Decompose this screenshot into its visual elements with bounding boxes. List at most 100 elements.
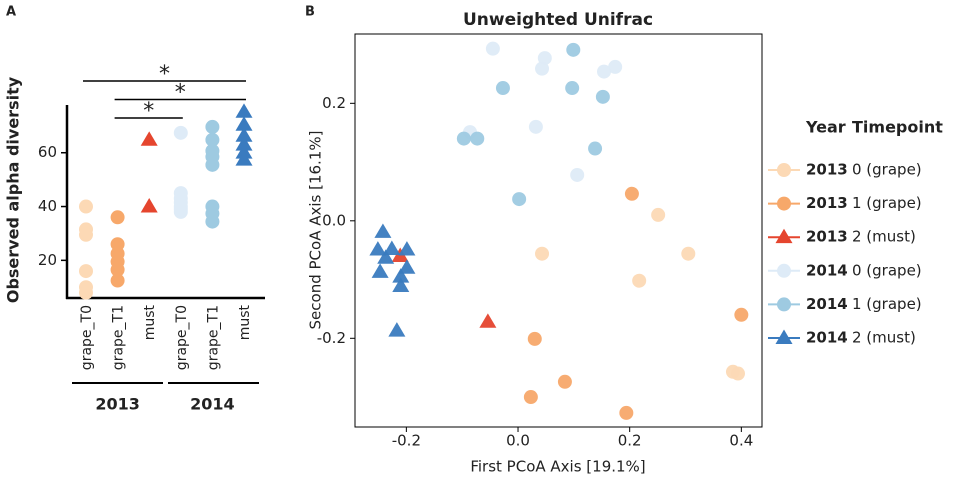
- data-point: [110, 262, 125, 277]
- chart-title: Unweighted Unifrac: [463, 10, 653, 30]
- x-tick-label: grape_T1: [111, 305, 127, 370]
- data-point: [235, 136, 253, 151]
- data-point: [140, 198, 158, 213]
- legend-year: 2014: [806, 329, 848, 347]
- data-point: [624, 186, 639, 201]
- group-label: 2013: [95, 395, 140, 414]
- data-point: [110, 210, 125, 225]
- data-point: [734, 307, 749, 322]
- y-tick-label: 20: [38, 251, 57, 269]
- data-point: [495, 81, 510, 96]
- data-point: [235, 151, 253, 166]
- data-point: [588, 141, 603, 156]
- data-point: [235, 127, 253, 142]
- data-point: [595, 89, 610, 104]
- data-point: [479, 313, 497, 328]
- data-point: [535, 246, 550, 261]
- data-point: [456, 131, 471, 146]
- legend-marker: [775, 228, 793, 244]
- data-point: [512, 192, 527, 207]
- legend-year: 2013: [806, 228, 848, 246]
- data-point: [388, 322, 406, 337]
- legend-marker: [777, 163, 791, 177]
- data-point: [377, 249, 395, 264]
- data-point: [110, 273, 125, 288]
- data-point: [392, 277, 410, 292]
- legend-header: Year: [805, 118, 846, 137]
- x-axis-label: First PCoA Axis [19.1%]: [470, 458, 645, 476]
- data-point: [470, 131, 485, 146]
- data-point: [205, 132, 220, 147]
- data-point: [566, 42, 581, 57]
- significance-label: *: [175, 81, 186, 106]
- data-point: [528, 119, 543, 134]
- legend-marker: [777, 297, 791, 312]
- data-point: [537, 51, 552, 66]
- x-tick-label: -0.2: [392, 432, 421, 450]
- data-point: [173, 125, 188, 140]
- legend-label: 1 (grape): [852, 295, 922, 313]
- y-axis-label: Second PCoA Axis [16.1%]: [307, 131, 325, 330]
- legend-year: 2013: [806, 161, 848, 179]
- data-point: [398, 241, 416, 256]
- data-point: [565, 81, 580, 96]
- data-point: [79, 227, 93, 242]
- legend-year: 2014: [806, 261, 848, 279]
- x-tick-label: grape_T0: [174, 305, 190, 370]
- y-tick-label: 60: [38, 143, 57, 161]
- data-point: [205, 214, 220, 229]
- data-point: [205, 157, 220, 172]
- legend-label: 2 (must): [852, 329, 916, 347]
- data-point: [205, 119, 220, 134]
- data-point: [597, 64, 612, 79]
- data-point: [651, 207, 666, 222]
- legend-label: 2 (must): [852, 228, 916, 246]
- x-tick-label: 0.0: [506, 432, 530, 450]
- legend-marker: [777, 263, 791, 278]
- data-point: [371, 263, 389, 278]
- panel-label: A: [6, 5, 16, 20]
- data-point: [398, 259, 416, 274]
- y-tick-label: 40: [38, 197, 57, 215]
- significance-label: *: [143, 99, 154, 124]
- data-point: [140, 131, 158, 146]
- legend-marker: [775, 329, 793, 344]
- data-point: [235, 116, 253, 131]
- data-point: [235, 103, 253, 118]
- data-point: [374, 223, 392, 238]
- data-point: [485, 41, 500, 56]
- data-point: [369, 241, 387, 256]
- legend-year: 2013: [806, 194, 848, 212]
- x-tick-label: grape_T1: [205, 305, 221, 370]
- legend-year: 2014: [806, 295, 848, 313]
- data-point: [79, 285, 93, 300]
- data-point: [535, 61, 550, 76]
- data-point: [557, 374, 572, 389]
- data-point: [523, 390, 538, 405]
- x-tick-label: must: [237, 304, 253, 340]
- legend-header: Timepoint: [852, 118, 943, 137]
- legend-marker: [777, 196, 791, 211]
- y-tick-label: 0.0: [322, 211, 346, 229]
- y-axis-label: Observed alpha diversity: [4, 76, 23, 303]
- data-point: [681, 246, 696, 261]
- panel-label: B: [305, 5, 315, 20]
- legend-label: 1 (grape): [852, 194, 922, 212]
- legend-label: 0 (grape): [852, 261, 922, 279]
- x-tick-label: 0.4: [729, 432, 753, 450]
- x-tick-label: must: [142, 304, 158, 340]
- data-point: [383, 240, 401, 255]
- legend-label: 0 (grape): [852, 161, 922, 179]
- data-point: [730, 366, 745, 381]
- x-tick-label: grape_T0: [79, 305, 95, 370]
- y-tick-label: -0.2: [317, 329, 346, 347]
- group-label: 2014: [190, 395, 235, 414]
- data-point: [632, 273, 647, 288]
- data-point: [79, 264, 93, 279]
- y-tick-label: 0.2: [322, 94, 346, 112]
- plot-frame: [354, 33, 763, 428]
- data-point: [527, 331, 542, 346]
- x-tick-label: 0.2: [618, 432, 642, 450]
